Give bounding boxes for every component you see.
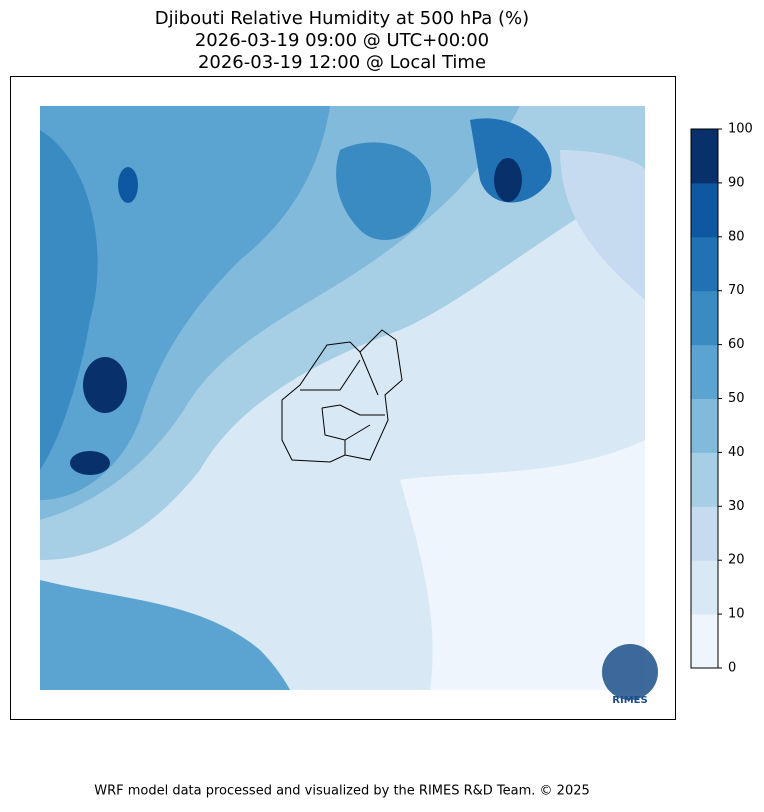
- field: [70, 451, 110, 475]
- colorbar-bin: [691, 398, 718, 453]
- colorbar: 0 10 20 30 40 50 60 70 80 90 100: [690, 122, 753, 676]
- field: [560, 150, 645, 300]
- colorbar-bin: [691, 452, 718, 507]
- title-line: 2026-03-19 09:00 @ UTC+00:00: [195, 30, 489, 51]
- colorbar-tick-label: 50: [728, 391, 745, 406]
- map: RIMES: [10, 76, 676, 720]
- colorbar-tick-label: 90: [728, 175, 745, 190]
- colorbar-tick-label: 60: [728, 337, 745, 352]
- colorbar-bin: [691, 506, 718, 561]
- title-line: 2026-03-19 12:00 @ Local Time: [198, 52, 486, 73]
- colorbar-tick-label: 0: [728, 661, 736, 676]
- field: [336, 142, 432, 240]
- colorbar-bin: [691, 560, 718, 615]
- colorbar-tick-label: 40: [728, 445, 745, 460]
- colorbar-bin: [691, 129, 718, 184]
- footer: WRF model data processed and visualized …: [94, 784, 590, 799]
- colorbar-tick-label: 30: [728, 499, 745, 514]
- region-border: [300, 351, 385, 455]
- title-line: Djibouti Relative Humidity at 500 hPa (%…: [155, 8, 529, 29]
- colorbar-bin: [691, 614, 718, 669]
- field: [494, 158, 522, 202]
- colorbar-bin: [691, 236, 718, 292]
- map-frame: [10, 76, 676, 720]
- colorbar-bin: [691, 344, 718, 399]
- colorbar-tick-label: 70: [728, 283, 745, 298]
- colorbar-tick-label: 100: [728, 122, 753, 137]
- field: [40, 580, 290, 690]
- country-border: [281, 329, 403, 463]
- colorbar-bin: [691, 182, 718, 238]
- field: [520, 260, 645, 382]
- colorbar-tick-label: 10: [728, 607, 745, 622]
- logo-text: RIMES: [612, 695, 647, 706]
- colorbar-tick-label: 80: [728, 229, 745, 244]
- colorbar-bin: [691, 290, 718, 346]
- field: [400, 440, 645, 690]
- field: [83, 357, 127, 413]
- field: [118, 167, 138, 203]
- logo: [602, 644, 658, 700]
- field: [40, 130, 98, 470]
- colorbar-tick-label: 20: [728, 553, 745, 568]
